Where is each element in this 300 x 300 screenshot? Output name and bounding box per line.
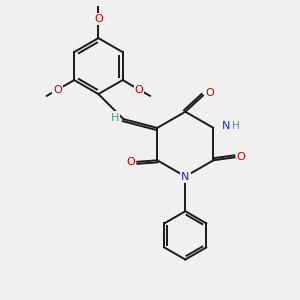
Text: O: O <box>237 152 245 162</box>
Text: H: H <box>111 112 119 123</box>
Text: O: O <box>205 88 214 98</box>
Text: N: N <box>222 122 230 131</box>
Text: H: H <box>232 122 239 131</box>
Text: N: N <box>181 172 190 182</box>
Text: O: O <box>53 85 62 94</box>
Text: O: O <box>135 85 144 94</box>
Text: O: O <box>94 14 103 24</box>
Text: O: O <box>126 157 135 167</box>
